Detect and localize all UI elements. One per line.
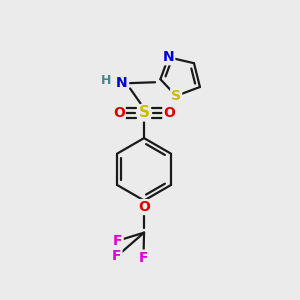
Text: O: O (138, 200, 150, 214)
Text: S: S (139, 105, 150, 120)
Text: F: F (139, 250, 148, 265)
Text: F: F (113, 234, 123, 248)
Text: N: N (116, 76, 128, 90)
Text: F: F (112, 249, 122, 263)
Text: O: O (113, 106, 125, 120)
Text: S: S (171, 89, 181, 103)
Text: N: N (163, 50, 174, 64)
Text: H: H (101, 74, 112, 87)
Text: O: O (164, 106, 175, 120)
